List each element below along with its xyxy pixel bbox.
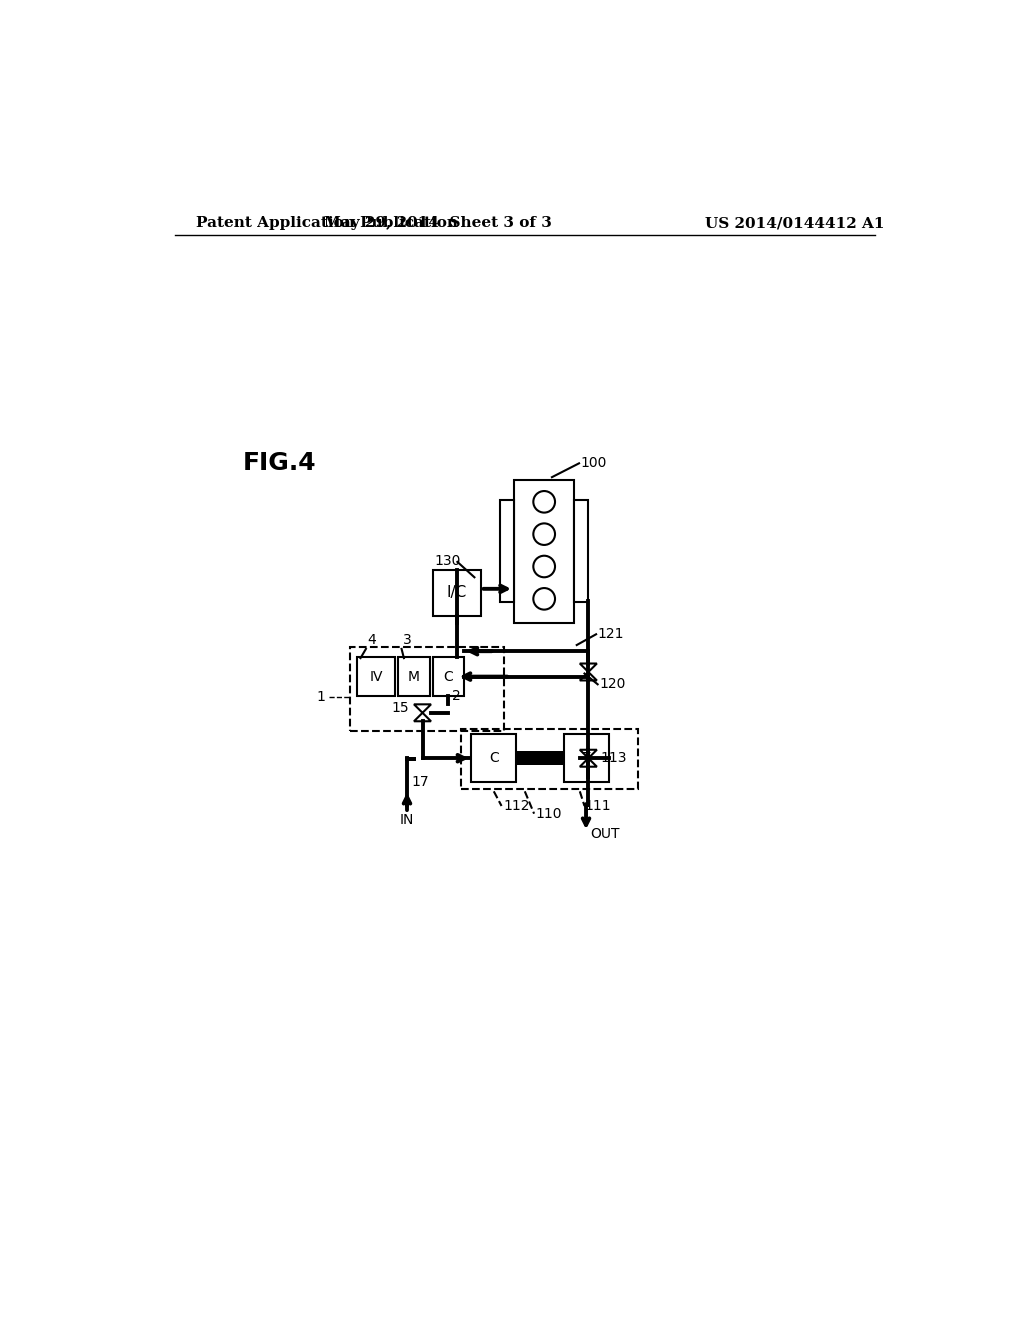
Circle shape [534,556,555,577]
Text: C: C [443,669,453,684]
Text: 111: 111 [585,799,611,813]
Bar [432,570,480,615]
Bar [563,734,608,781]
Polygon shape [414,705,431,713]
Text: M: M [408,669,420,684]
Text: OUT: OUT [591,828,621,841]
Text: May 29, 2014  Sheet 3 of 3: May 29, 2014 Sheet 3 of 3 [324,216,552,230]
Text: 100: 100 [581,457,607,470]
Bar [461,729,638,789]
Text: Patent Application Publication: Patent Application Publication [197,216,458,230]
Bar [471,734,516,781]
Text: 113: 113 [600,751,627,766]
Text: 120: 120 [599,677,626,692]
Text: 112: 112 [503,799,529,813]
Bar [397,657,430,696]
Text: IV: IV [370,669,383,684]
Bar [350,647,504,730]
Text: 121: 121 [598,627,625,642]
Bar [356,657,395,696]
Text: 1: 1 [316,690,326,705]
Text: I/C: I/C [446,585,467,601]
Text: FIG.4: FIG.4 [243,450,316,475]
Bar [432,657,464,696]
Circle shape [534,491,555,512]
Polygon shape [580,664,597,672]
Polygon shape [580,672,597,681]
Text: 3: 3 [403,634,412,647]
Polygon shape [414,713,431,721]
Bar [516,751,563,766]
Polygon shape [580,758,597,767]
Text: US 2014/0144412 A1: US 2014/0144412 A1 [706,216,885,230]
Text: 130: 130 [434,554,461,568]
Circle shape [534,524,555,545]
Text: T: T [582,751,590,766]
Text: 2: 2 [452,689,461,702]
Text: 4: 4 [368,634,376,647]
Polygon shape [580,750,597,758]
Text: C: C [488,751,499,766]
Bar [574,499,589,602]
Text: IN: IN [399,813,414,826]
Bar [514,480,574,623]
Circle shape [534,589,555,610]
Text: 15: 15 [391,701,410,715]
Bar [500,499,514,602]
Text: 110: 110 [536,807,562,821]
Text: 17: 17 [412,775,429,789]
